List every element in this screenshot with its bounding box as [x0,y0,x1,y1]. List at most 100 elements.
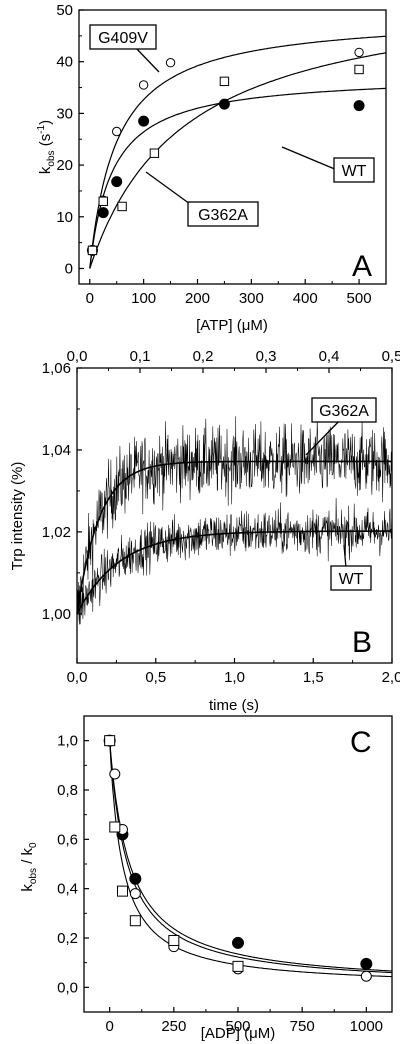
y-tick-label: 0,2 [57,930,78,947]
x-tick-label: 1,0 [224,669,245,686]
panel-a-y-axis-label: kobs (s-1) [36,120,57,174]
x-tick-label: 0,5 [145,669,166,686]
callout-g409v-label: G409V [98,30,148,47]
y-tick-label: 0,6 [57,831,78,848]
y-tick-label: 1,02 [42,524,71,541]
callout-g362a-a-label: G362A [198,207,248,224]
fit-line-g362a [76,460,392,614]
panel-b: 0,0 0,5 1,0 1,5 2,01,001,021,041,060,0 0,1 0,2… [9,348,400,714]
data-point-series-3 [129,915,141,927]
y-tick-label: 0,4 [57,881,78,898]
panel-c-y-axis-label-sub1: obs [28,868,39,884]
panel-c-frame [83,715,393,1013]
data-point-g362a [87,245,98,256]
data-point-wt [111,176,123,188]
data-point-series-2 [129,888,141,900]
callout-g362a-b: G362A [305,397,377,456]
data-point-series-2 [360,970,372,982]
callout-wt-a: WT [281,146,375,183]
y-tick-label: 40 [56,54,73,71]
y-tick-label: 1,00 [42,606,71,623]
panel-a-y-axis-label-units: (s [37,134,54,151]
fit-line-wt [89,87,386,269]
fit-line-series-2 [109,740,393,974]
panel-b-frame [76,367,393,664]
x-tick-label: 750 [290,1018,315,1035]
callout-wt-a-box [333,157,375,183]
panel-a-y-axis-label-close: ) [37,120,54,125]
data-point-g409v [138,80,149,90]
x-tick-label: 1,5 [303,669,324,686]
y-tick-label: 1,06 [42,360,71,377]
x-tick-label: 0 [105,1018,113,1035]
panel-a-x-axis-label: [ATP] (μM) [196,317,268,334]
callout-g409v-box [89,24,157,50]
callout-wt-b: WT [330,544,372,591]
panel-c-y-axis-label-mid: / k [19,847,36,868]
data-point-g362a [117,201,127,212]
data-point-wt [353,100,365,112]
panel-c-x-axis-label: [ADP] (μM) [201,1025,275,1042]
data-point-series-2 [109,768,121,780]
panel-c-data-points [103,734,373,982]
data-point-wt [138,115,150,127]
y-tick-label: 0,8 [57,782,78,799]
y-tick-label: 1,04 [42,442,71,459]
panel-c-y-axis-label: kobs / k0 [19,842,39,892]
data-point-series-3 [232,960,244,972]
data-point-g362a [98,196,108,206]
y-tick-label: 50 [56,2,73,19]
fit-line-g362a [89,52,386,269]
panel-a-y-axis-label-main: k [37,166,54,174]
top-x-tick-label: 0,2 [193,348,214,365]
x-tick-label: 0,0 [67,669,88,686]
panel-c-ticks: 0 250 500 750 1000 0,0 0,2 0,4 0,6 0,8 1,0 [57,715,383,1035]
data-point-series-1 [232,936,244,949]
y-tick-label: 10 [56,209,73,226]
panel-a-y-axis-label-sub: obs [46,150,57,166]
panel-c-fit-lines [109,740,393,978]
x-tick-label: 400 [293,290,318,307]
fit-line-series-3 [109,740,392,978]
panel-a-data-points [86,47,365,256]
x-tick-label: 300 [239,290,264,307]
panel-a-ticks: 0 100 200 300 400 500 0 10 20 30 40 50 [56,2,387,307]
y-tick-label: 20 [56,157,73,174]
x-tick-label: 100 [131,290,156,307]
data-point-series-3 [168,934,180,946]
top-x-tick-label: 0,3 [256,348,277,365]
x-tick-label: 2,0 [382,669,400,686]
data-point-g362a [219,76,230,87]
x-tick-label: 500 [347,290,372,307]
callout-g362a-a-box [187,201,259,227]
data-point-series-3 [104,735,116,747]
data-point-g362a [354,64,364,75]
panel-b-fit-lines [76,460,392,615]
panel-c-y-axis-label-sub2: 0 [28,842,39,848]
x-tick-label: 200 [185,290,210,307]
callout-g409v: G409V [89,24,160,73]
panel-b-ticks: 0,0 0,5 1,0 1,5 2,01,001,021,041,060,0 0,1 0,2… [42,348,400,686]
callout-g362a-b-label: G362A [319,403,369,420]
panel-a-y-axis-label-sup: -1 [36,124,47,133]
top-x-tick-label: 0,5 [382,348,400,365]
y-tick-label: 1,0 [57,733,78,750]
data-point-series-3 [109,821,121,833]
callout-g362a-b-box [311,397,377,423]
y-tick-label: 0,0 [57,979,78,996]
fit-line-wt [76,530,392,615]
fit-line-series-1 [109,740,393,972]
callout-g362a-a: G362A [145,171,259,227]
x-tick-label: 0 [86,290,94,307]
x-tick-label: 500 [225,1018,250,1035]
callout-wt-b-leader [343,544,347,569]
panel-c-letter: C [350,726,372,759]
callout-wt-a-leader [281,146,338,171]
y-tick-label: 30 [56,105,73,122]
fit-line-g409v [89,35,386,269]
top-x-tick-label: 0,1 [130,348,151,365]
data-point-g362a [149,148,160,158]
panel-a: 0 100 200 300 400 500 0 10 20 30 40 50 G409V WT G36… [36,2,387,334]
callout-wt-b-box [330,565,372,591]
